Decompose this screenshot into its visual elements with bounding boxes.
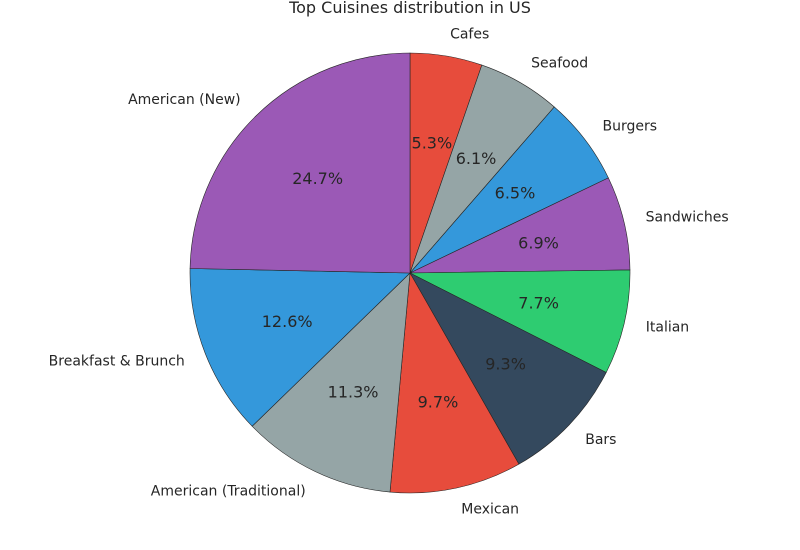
pie-category-label-8: Breakfast & Brunch — [49, 354, 185, 370]
pie-pct-label-7: 11.3% — [328, 383, 379, 402]
pie-category-label-7: American (Traditional) — [151, 483, 306, 499]
pie-slice-9 — [189, 52, 411, 274]
pie-pct-label-5: 9.3% — [485, 355, 526, 374]
pie-slice-7 — [251, 272, 411, 493]
pie-category-label-4: Italian — [646, 320, 689, 336]
pie-category-label-9: American (New) — [128, 92, 241, 108]
pie-category-label-2: Burgers — [602, 118, 657, 134]
pie-pct-label-9: 24.7% — [292, 169, 343, 188]
pie-category-label-3: Sandwiches — [646, 210, 729, 226]
pie-category-label-0: Cafes — [450, 26, 489, 42]
pie-pct-label-0: 5.3% — [412, 133, 453, 152]
pie-slice-8 — [189, 268, 411, 427]
chart-title: Top Cuisines distribution in US — [288, 0, 531, 17]
pie-slices — [189, 52, 631, 494]
pie-labels: 5.3% Cafes 6.1% Seafood 6.5% Burgers 6.9% Sandw… — [49, 26, 729, 517]
pie-pct-label-1: 6.1% — [456, 149, 497, 168]
pie-pct-label-8: 12.6% — [262, 312, 313, 331]
pie-pct-label-3: 6.9% — [518, 233, 559, 252]
pie-category-label-1: Seafood — [531, 55, 588, 71]
pie-slice-5 — [409, 272, 607, 465]
pie-slice-6 — [389, 272, 520, 494]
pie-pct-label-4: 7.7% — [518, 293, 559, 312]
pie-slice-4 — [409, 269, 631, 373]
pie-pct-label-6: 9.7% — [418, 393, 459, 412]
pie-category-label-5: Bars — [585, 432, 616, 448]
pie-pct-label-2: 6.5% — [495, 183, 536, 202]
pie-category-label-6: Mexican — [461, 502, 519, 518]
